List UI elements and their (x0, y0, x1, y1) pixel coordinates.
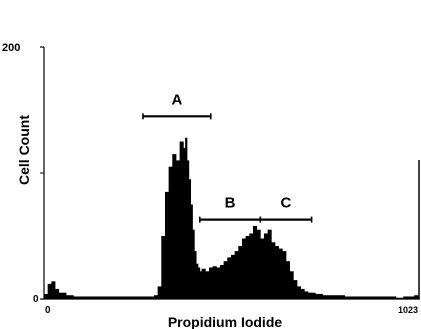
histogram-bar (197, 267, 201, 299)
histogram-bar (278, 248, 283, 299)
histogram-bar (315, 293, 320, 299)
histogram-bar (326, 295, 331, 299)
histogram-bar (271, 242, 276, 299)
x-tick-label-min: 0 (45, 305, 51, 316)
histogram-bar (366, 296, 375, 299)
histogram-bar (186, 160, 190, 299)
histogram-bar (146, 296, 155, 299)
histogram-bar (337, 295, 345, 299)
histogram-bar (311, 292, 316, 299)
histogram-bar (388, 296, 397, 299)
histogram-bar (98, 296, 118, 299)
histogram-bar (344, 296, 353, 299)
histogram-bar (201, 268, 206, 299)
histogram-bar (417, 296, 420, 299)
histogram-bar (322, 295, 327, 299)
histogram-bar (188, 179, 192, 299)
histogram-bar (80, 296, 100, 299)
histogram-bar (199, 271, 203, 299)
histogram-bar (55, 288, 60, 299)
histogram-bar (190, 204, 193, 299)
histogram-bar (223, 261, 228, 299)
histogram-bar (65, 295, 74, 299)
histogram-bar (285, 261, 291, 299)
region-label-c: C (280, 195, 291, 212)
region-a-marker: A (142, 91, 212, 120)
histogram-bar (249, 233, 254, 299)
histogram-bar (73, 296, 82, 299)
histogram-bar (238, 246, 243, 299)
region-label-a: A (171, 91, 182, 108)
histogram-bar (135, 296, 148, 299)
histogram-bar (300, 288, 305, 299)
histogram-bar (183, 147, 186, 299)
histogram-bar (212, 266, 217, 299)
histogram-bar (263, 233, 269, 299)
histogram-bar (208, 267, 214, 299)
histogram-bar (351, 296, 360, 299)
histogram-bar (410, 296, 415, 299)
histogram-bar (274, 246, 280, 299)
histogram-bar (227, 257, 232, 299)
histogram-bar (196, 263, 199, 299)
histogram-bar (403, 296, 411, 299)
histogram-bar (414, 295, 419, 299)
histogram-bars (44, 137, 420, 299)
histogram-bar (395, 297, 404, 299)
histogram-bar (205, 271, 210, 299)
histogram-bar (157, 286, 162, 299)
region-c-marker: C (259, 195, 313, 223)
histogram-bar (192, 229, 195, 299)
histogram-bar (282, 251, 287, 299)
histogram-bar (318, 293, 323, 299)
histogram-bar (216, 267, 221, 299)
histogram-bar (234, 251, 239, 299)
histogram-bar (329, 295, 334, 299)
histogram-bar (267, 229, 272, 299)
y-tick-label-zero: 0 (33, 294, 39, 305)
histogram-bar (153, 295, 159, 299)
histogram-bar (260, 238, 265, 299)
histogram-bar (185, 137, 188, 299)
histogram-bar (44, 293, 49, 299)
y-axis-title: Cell Count (16, 115, 32, 185)
histogram-bar (245, 236, 250, 299)
histogram-bar (252, 225, 258, 299)
histogram-bar (256, 229, 261, 299)
histogram-bar (164, 191, 170, 299)
x-axis-title: Propidium Iodide (168, 314, 283, 329)
region-label-b: B (225, 195, 236, 212)
histogram-bar (296, 286, 301, 299)
histogram-bar (175, 160, 181, 299)
histogram-bar (172, 154, 177, 299)
histogram-bar (307, 292, 312, 299)
histogram-bar (381, 296, 389, 299)
histogram-bar (293, 280, 298, 299)
region-b-marker: B (198, 195, 262, 223)
histogram-bar (219, 264, 225, 299)
histogram-bar (47, 283, 52, 299)
histogram-bar (194, 251, 197, 299)
histogram-bar (51, 281, 56, 299)
histogram-bar (161, 236, 166, 299)
histogram-bar (359, 296, 367, 299)
histogram-bar (333, 295, 338, 299)
histogram-bar (230, 254, 236, 299)
histogram-bar (289, 271, 294, 299)
histogram-bar (117, 296, 137, 299)
histogram-bar (304, 291, 309, 299)
region-markers: A B C (142, 91, 313, 223)
histogram-bar (373, 296, 382, 299)
histogram-bar (179, 141, 184, 299)
y-tick-label-max: 200 (2, 42, 20, 54)
histogram-bar (58, 292, 67, 299)
histogram-bar (241, 238, 247, 299)
x-tick-label-max: 1023 (398, 305, 418, 315)
histogram-bar (168, 166, 173, 299)
